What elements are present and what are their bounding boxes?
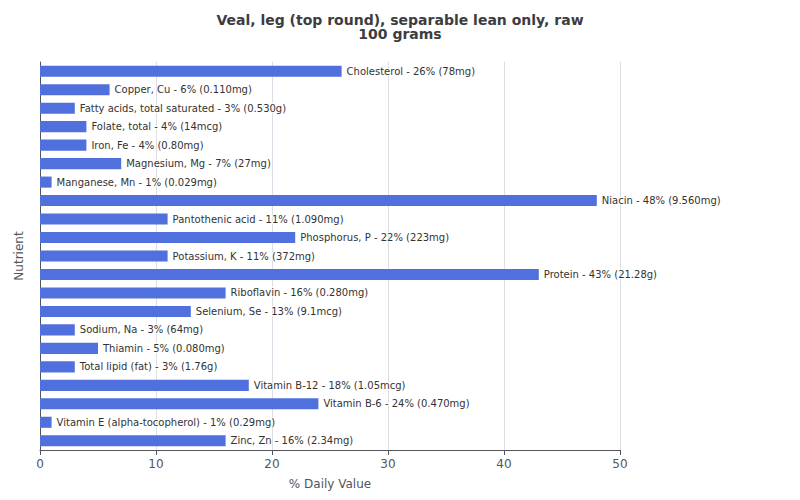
svg-text:50: 50: [612, 457, 627, 471]
svg-text:Niacin - 48% (9.560mg): Niacin - 48% (9.560mg): [602, 195, 721, 206]
svg-text:Phosphorus, P - 22% (223mg): Phosphorus, P - 22% (223mg): [300, 232, 449, 243]
svg-text:Manganese, Mn - 1% (0.029mg): Manganese, Mn - 1% (0.029mg): [57, 177, 217, 188]
svg-text:Iron, Fe - 4% (0.80mg): Iron, Fe - 4% (0.80mg): [91, 140, 203, 151]
svg-text:Riboflavin - 16% (0.280mg): Riboflavin - 16% (0.280mg): [231, 287, 369, 298]
svg-text:100 grams: 100 grams: [358, 26, 441, 42]
svg-text:40: 40: [496, 457, 511, 471]
svg-text:% Daily Value: % Daily Value: [289, 477, 371, 491]
svg-text:Vitamin E (alpha-tocopherol) -: Vitamin E (alpha-tocopherol) - 1% (0.29m…: [57, 417, 276, 428]
svg-text:Vitamin B-12 - 18% (1.05mcg): Vitamin B-12 - 18% (1.05mcg): [254, 380, 406, 391]
svg-text:Veal, leg (top round), separab: Veal, leg (top round), separable lean on…: [216, 12, 584, 28]
svg-text:30: 30: [380, 457, 395, 471]
svg-text:20: 20: [264, 457, 279, 471]
svg-text:Potassium, K - 11% (372mg): Potassium, K - 11% (372mg): [173, 251, 315, 262]
svg-text:Copper, Cu - 6% (0.110mg): Copper, Cu - 6% (0.110mg): [115, 84, 252, 95]
svg-text:Fatty acids, total saturated -: Fatty acids, total saturated - 3% (0.530…: [80, 103, 286, 114]
svg-text:0: 0: [36, 457, 44, 471]
svg-text:Protein - 43% (21.28g): Protein - 43% (21.28g): [544, 269, 657, 280]
svg-text:Magnesium, Mg - 7% (27mg): Magnesium, Mg - 7% (27mg): [126, 158, 271, 169]
svg-text:Thiamin - 5% (0.080mg): Thiamin - 5% (0.080mg): [102, 343, 225, 354]
svg-text:Sodium, Na - 3% (64mg): Sodium, Na - 3% (64mg): [80, 324, 203, 335]
svg-text:Total lipid (fat) - 3% (1.76g): Total lipid (fat) - 3% (1.76g): [79, 361, 218, 372]
svg-text:Nutrient: Nutrient: [12, 231, 26, 281]
svg-text:Cholesterol - 26% (78mg): Cholesterol - 26% (78mg): [347, 66, 476, 77]
svg-text:10: 10: [148, 457, 163, 471]
svg-text:Vitamin B-6 - 24% (0.470mg): Vitamin B-6 - 24% (0.470mg): [323, 398, 469, 409]
svg-text:Folate, total - 4% (14mcg): Folate, total - 4% (14mcg): [91, 121, 222, 132]
svg-text:Selenium, Se - 13% (9.1mcg): Selenium, Se - 13% (9.1mcg): [196, 306, 342, 317]
svg-text:Zinc, Zn - 16% (2.34mg): Zinc, Zn - 16% (2.34mg): [231, 435, 354, 446]
svg-text:Pantothenic acid - 11% (1.090m: Pantothenic acid - 11% (1.090mg): [173, 214, 344, 225]
